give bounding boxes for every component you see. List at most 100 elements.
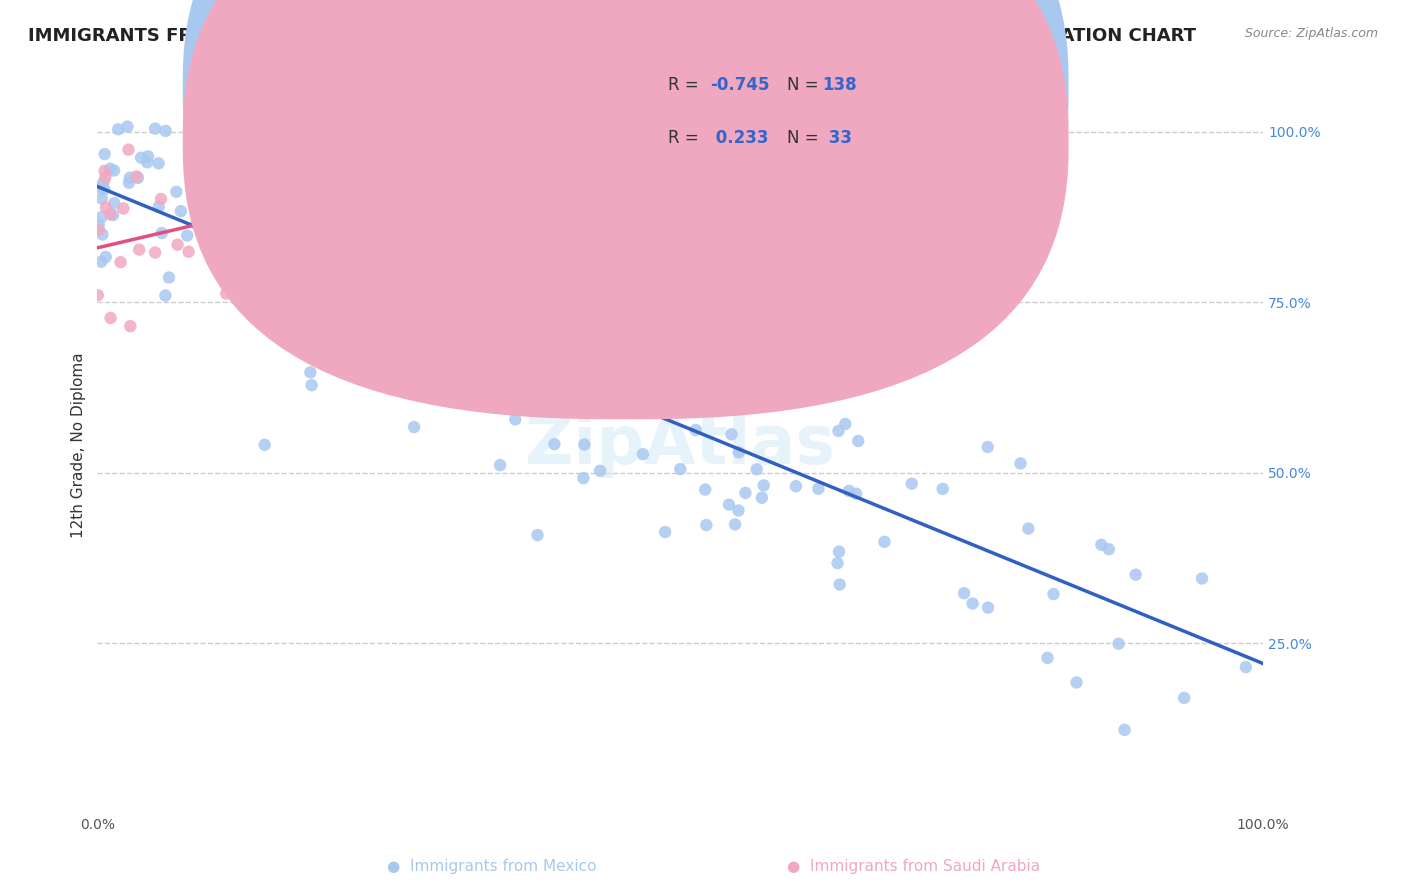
Point [107,122,129,136]
Text: -0.745: -0.745 [710,76,769,94]
Point [579,251,602,265]
Point [1234,660,1257,674]
Point [717,498,740,512]
Point [328,330,350,344]
Point [447,305,470,319]
Point [695,329,717,343]
Point [828,577,851,591]
Point [807,482,830,496]
Point [387,154,409,169]
Point [93,175,115,189]
Point [87,223,110,237]
Point [873,534,896,549]
Point [316,274,339,288]
Point [834,417,856,431]
Point [645,405,668,419]
Point [751,491,773,505]
Point [103,196,125,211]
Point [724,517,747,532]
Point [170,204,193,219]
Point [342,342,364,356]
Point [734,486,756,500]
Point [117,143,139,157]
Point [721,401,744,415]
Point [301,378,323,392]
Point [215,286,238,301]
Point [100,310,122,325]
Point [976,440,998,454]
Point [299,365,322,379]
Point [212,235,235,250]
Point [845,486,868,500]
Point [846,434,869,448]
Point [148,200,170,214]
Point [1017,522,1039,536]
Point [1042,587,1064,601]
Point [86,180,108,194]
Point [669,392,692,407]
Point [679,154,702,169]
Point [349,221,371,235]
Point [91,227,114,242]
Point [87,218,110,232]
Text: N =: N = [787,129,824,147]
Point [283,205,305,219]
Point [538,327,561,342]
Point [267,169,290,184]
Point [962,597,984,611]
Point [242,150,264,164]
Point [118,176,141,190]
Point [155,124,177,138]
Point [212,190,235,204]
Point [110,255,132,269]
Text: ●  Immigrants from Saudi Arabia: ● Immigrants from Saudi Arabia [787,859,1040,874]
Point [1191,572,1213,586]
Point [477,213,499,227]
Point [150,226,173,240]
Point [399,289,422,303]
Point [827,556,849,570]
Text: Source: ZipAtlas.com: Source: ZipAtlas.com [1244,27,1378,40]
Point [752,478,775,492]
Point [112,202,135,216]
Point [543,437,565,451]
Point [273,243,295,257]
Point [328,199,350,213]
Point [352,206,374,220]
Point [117,120,139,134]
Point [129,151,152,165]
Point [148,156,170,170]
Point [332,262,354,277]
Point [336,92,359,106]
Point [93,164,115,178]
Point [1098,542,1121,557]
Point [294,235,316,250]
Point [485,337,508,351]
Point [727,445,749,459]
Point [614,201,637,215]
Point [118,170,141,185]
Point [977,600,1000,615]
Point [685,423,707,437]
Point [176,228,198,243]
Point [669,462,692,476]
Point [166,237,188,252]
Point [720,427,742,442]
Point [101,208,124,222]
Point [205,189,228,203]
Point [263,299,285,313]
Text: 138: 138 [823,76,858,94]
Point [143,245,166,260]
Text: 0.233: 0.233 [710,129,769,147]
Point [90,191,112,205]
Point [953,586,976,600]
Point [120,319,142,334]
Point [484,377,506,392]
Point [342,224,364,238]
Point [90,210,112,224]
Point [90,254,112,268]
Point [143,121,166,136]
Point [219,207,242,221]
Point [266,248,288,262]
Text: R =: R = [668,129,704,147]
